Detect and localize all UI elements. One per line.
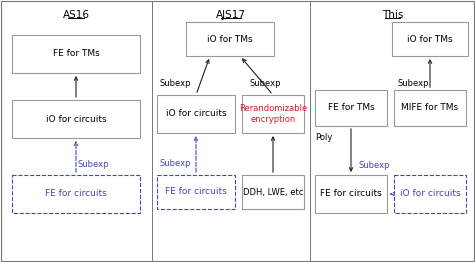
Text: FE for TMs: FE for TMs — [328, 103, 374, 112]
Text: Subexp: Subexp — [78, 160, 110, 169]
Bar — [12, 175, 140, 213]
Text: Subexp: Subexp — [159, 159, 190, 168]
Text: AS16: AS16 — [63, 10, 89, 20]
Bar — [12, 35, 140, 73]
Text: Subexp: Subexp — [398, 79, 429, 88]
Bar — [394, 175, 466, 213]
Bar — [315, 90, 387, 126]
Text: iO for TMs: iO for TMs — [407, 35, 453, 43]
Text: Subexp: Subexp — [250, 79, 282, 88]
Text: iO for TMs: iO for TMs — [207, 35, 253, 43]
Bar — [315, 175, 387, 213]
Text: Subexp: Subexp — [159, 79, 190, 88]
Text: This: This — [382, 10, 403, 20]
Text: FE for circuits: FE for circuits — [165, 188, 227, 196]
Text: FE for circuits: FE for circuits — [45, 189, 107, 199]
Text: FE for TMs: FE for TMs — [53, 50, 99, 58]
Text: iO for circuits: iO for circuits — [399, 189, 460, 199]
Text: FE for circuits: FE for circuits — [320, 189, 382, 199]
Bar — [12, 100, 140, 138]
Bar — [242, 175, 304, 209]
Text: MIFE for TMs: MIFE for TMs — [401, 103, 458, 112]
Text: iO for circuits: iO for circuits — [46, 114, 106, 123]
Bar — [157, 95, 235, 133]
Text: Rerandomizable
encryption: Rerandomizable encryption — [239, 104, 307, 124]
Text: DDH, LWE, etc: DDH, LWE, etc — [243, 188, 303, 196]
Bar — [186, 22, 274, 56]
Bar — [157, 175, 235, 209]
Text: Subexp: Subexp — [359, 161, 390, 170]
Text: iO for circuits: iO for circuits — [166, 110, 226, 118]
Bar — [394, 90, 466, 126]
Bar — [242, 95, 304, 133]
Text: AJS17: AJS17 — [216, 10, 246, 20]
Bar — [392, 22, 468, 56]
Text: Poly: Poly — [315, 134, 332, 143]
